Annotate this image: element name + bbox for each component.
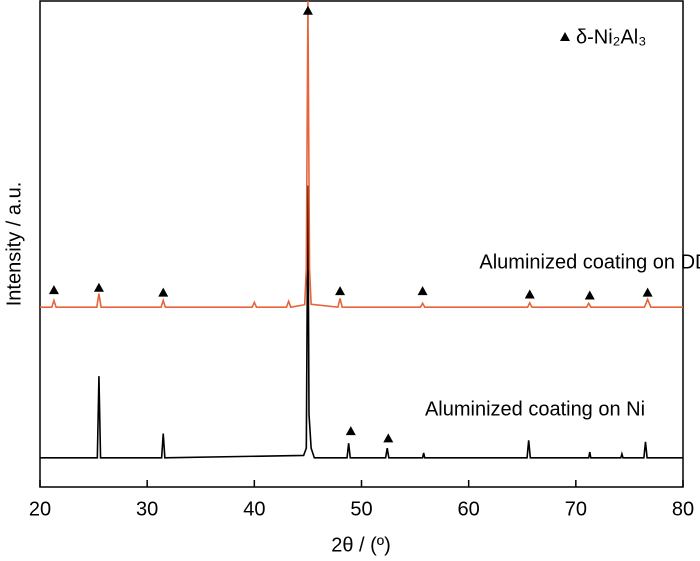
legend-marker xyxy=(560,32,570,41)
triangle-marker xyxy=(93,282,104,292)
x-tick-label: 30 xyxy=(136,498,158,520)
triangle-marker xyxy=(345,426,356,436)
x-tick-label: 60 xyxy=(458,498,480,520)
triangle-marker xyxy=(524,289,535,299)
series-label: Aluminized coating on Ni xyxy=(425,398,645,420)
triangle-marker xyxy=(584,290,595,300)
x-axis-label: 2θ / (º) xyxy=(331,534,391,556)
triangle-marker xyxy=(158,287,169,297)
triangle-marker xyxy=(642,287,653,297)
triangle-marker xyxy=(335,286,346,296)
series-label: Aluminized coating on DD6 xyxy=(479,251,700,273)
legend-label: δ-Ni₂Al₃ xyxy=(576,26,646,48)
spectrum-line xyxy=(40,1,683,309)
triangle-marker xyxy=(417,286,428,296)
triangle-marker xyxy=(302,5,313,15)
x-tick-label: 80 xyxy=(672,498,694,520)
spectrum-line xyxy=(40,185,683,459)
x-tick-label: 70 xyxy=(565,498,587,520)
triangle-marker xyxy=(48,285,59,295)
x-tick-label: 20 xyxy=(29,498,51,520)
x-tick-label: 40 xyxy=(243,498,265,520)
triangle-marker xyxy=(383,433,394,443)
y-axis-label: Intensity / a.u. xyxy=(3,182,25,307)
x-tick-label: 50 xyxy=(350,498,372,520)
